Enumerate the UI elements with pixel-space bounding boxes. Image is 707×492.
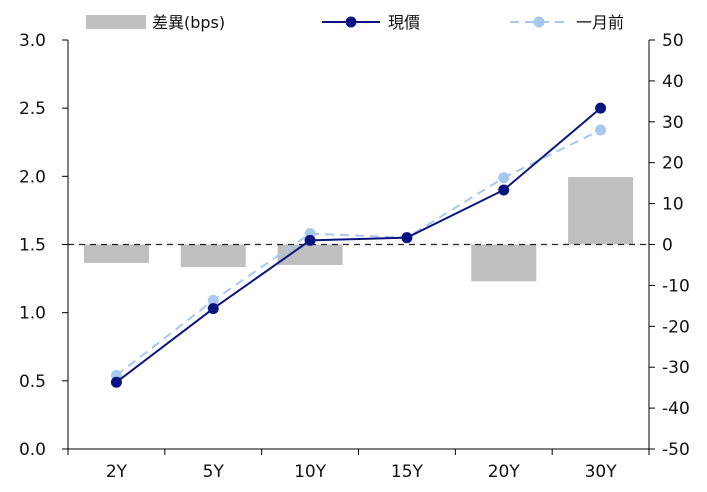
series-line-一月前: [115, 129, 602, 377]
x-tick-label: 15Y: [391, 462, 424, 482]
bar-20Y: [471, 244, 537, 282]
line-series: [110, 102, 607, 388]
right-tick-label: -10: [662, 276, 690, 296]
right-tick-label: 0: [662, 236, 673, 256]
x-tick-label: 5Y: [203, 462, 225, 482]
point-現價-15Y: [401, 232, 413, 244]
left-tick-label: 2.5: [19, 99, 46, 119]
left-tick-label: 2.0: [19, 167, 46, 187]
right-tick-label: -30: [662, 358, 690, 378]
bar-30Y: [568, 177, 634, 245]
left-tick-label: 0.0: [19, 440, 46, 460]
right-tick-label: 50: [662, 31, 684, 51]
series-line-現價: [115, 107, 602, 383]
left-tick-label: 1.5: [19, 236, 46, 256]
right-tick-label: -50: [662, 440, 690, 460]
point-一月前-30Y: [595, 124, 607, 136]
legend-label: 差異(bps): [152, 13, 225, 32]
bar-5Y: [180, 244, 246, 267]
legend-swatch-marker: [345, 16, 357, 28]
right-tick-label: 10: [662, 195, 684, 215]
x-tick-label: 2Y: [106, 462, 128, 482]
legend-swatch-marker: [533, 16, 545, 28]
left-tick-label: 0.5: [19, 372, 46, 392]
legend: 差異(bps) 現價 一月前: [86, 13, 624, 32]
point-現價-20Y: [498, 184, 510, 196]
point-現價-10Y: [304, 234, 316, 246]
axes: [62, 39, 655, 455]
left-tick-label: 1.0: [19, 304, 46, 324]
legend-label: 一月前: [576, 13, 624, 32]
bar-2Y: [83, 244, 149, 263]
x-tick-label: 20Y: [488, 462, 521, 482]
right-tick-label: 20: [662, 154, 684, 174]
point-一月前-5Y: [207, 294, 219, 306]
point-現價-2Y: [110, 376, 122, 388]
point-現價-30Y: [595, 102, 607, 114]
point-一月前-20Y: [498, 172, 510, 184]
legend-swatch-bar: [86, 15, 146, 29]
legend-label: 現價: [388, 13, 420, 32]
tick-labels: 0.0 0.5 1.0 1.5 2.0 2.5 3.0 -50 -40 -30 -20 -10 0 10 2…: [19, 31, 690, 482]
right-tick-label: 30: [662, 113, 684, 133]
right-tick-label: 40: [662, 72, 684, 92]
point-現價-5Y: [207, 303, 219, 315]
x-tick-label: 10Y: [294, 462, 327, 482]
bar-10Y: [277, 244, 343, 265]
right-tick-label: -40: [662, 399, 690, 419]
bar-series: [83, 177, 634, 282]
left-tick-label: 3.0: [19, 31, 46, 51]
right-tick-label: -20: [662, 317, 690, 337]
x-tick-label: 30Y: [585, 462, 618, 482]
